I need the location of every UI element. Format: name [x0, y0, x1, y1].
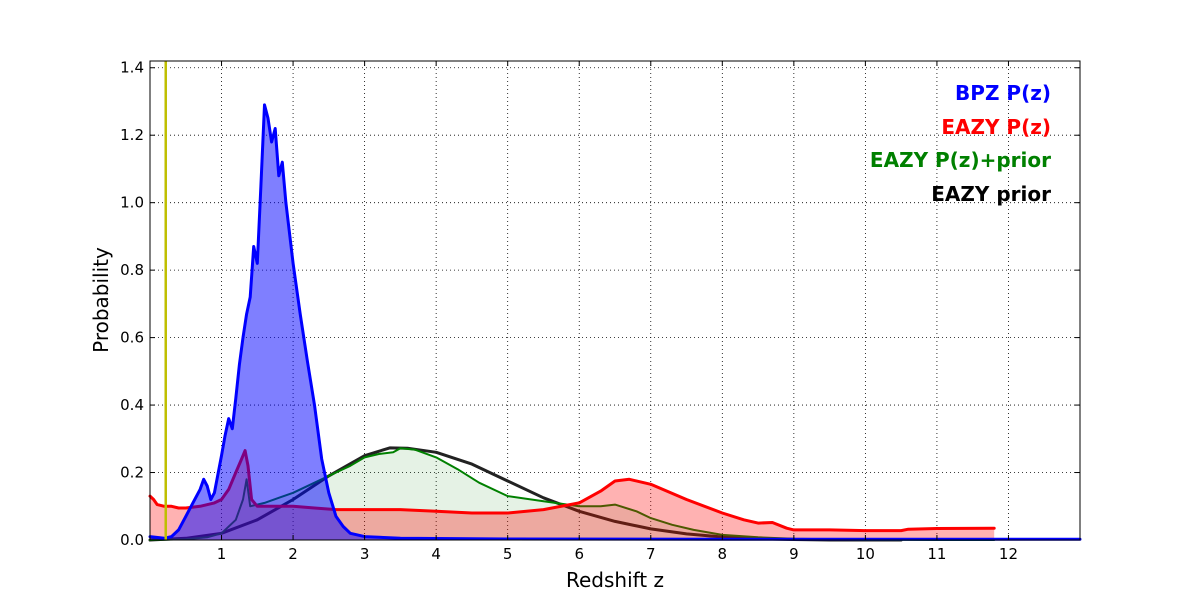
plot-frame: [149, 60, 1081, 541]
series-area-bpz-p-z: [150, 104, 1080, 541]
legend-item-eazy: EAZY P(z): [941, 115, 1051, 139]
x-tick-label: 11: [927, 545, 946, 563]
x-tick-label: 6: [574, 545, 584, 563]
x-tick-label: 2: [288, 545, 298, 563]
legend-item-bpz: BPZ P(z): [955, 81, 1051, 105]
plot-area: [148, 103, 1082, 542]
x-tick-label: 10: [856, 545, 875, 563]
y-tick-label: 0.0: [120, 531, 144, 549]
y-tick-label: 1.4: [120, 59, 144, 77]
y-tick-label: 0.6: [120, 329, 144, 347]
series-area-eazy-p-z-prior: [150, 448, 995, 540]
legend: BPZ P(z) EAZY P(z) EAZY P(z)+prior EAZY …: [870, 81, 1051, 206]
x-tick-label: 4: [431, 545, 441, 563]
x-tick-label: 7: [646, 545, 656, 563]
legend-item-eazy-prior-combined: EAZY P(z)+prior: [870, 148, 1051, 172]
series-line-bpz-p-z: [148, 103, 1082, 541]
y-tick-label: 1.0: [120, 194, 144, 212]
x-tick-label: 12: [999, 545, 1018, 563]
legend-item-eazy-prior: EAZY prior: [931, 182, 1051, 206]
y-axis-title: Probability: [89, 247, 113, 353]
y-tick-label: 0.8: [120, 261, 144, 279]
axis-ticks: 1 2 3 4 5 6 7 8 9 10 11 120.00.20.40.60.81.01.21.4: [120, 59, 1080, 563]
series-area-eazy-p-z: [150, 450, 995, 540]
y-tick-label: 0.2: [120, 464, 144, 482]
x-tick-label: 9: [789, 545, 799, 563]
x-tick-label: 1: [217, 545, 227, 563]
x-tick-label: 3: [360, 545, 370, 563]
x-tick-label: 5: [503, 545, 513, 563]
y-tick-label: 0.4: [120, 396, 144, 414]
y-tick-label: 1.2: [120, 126, 144, 144]
x-axis-title: Redshift z: [566, 568, 664, 592]
x-tick-label: 8: [718, 545, 728, 563]
